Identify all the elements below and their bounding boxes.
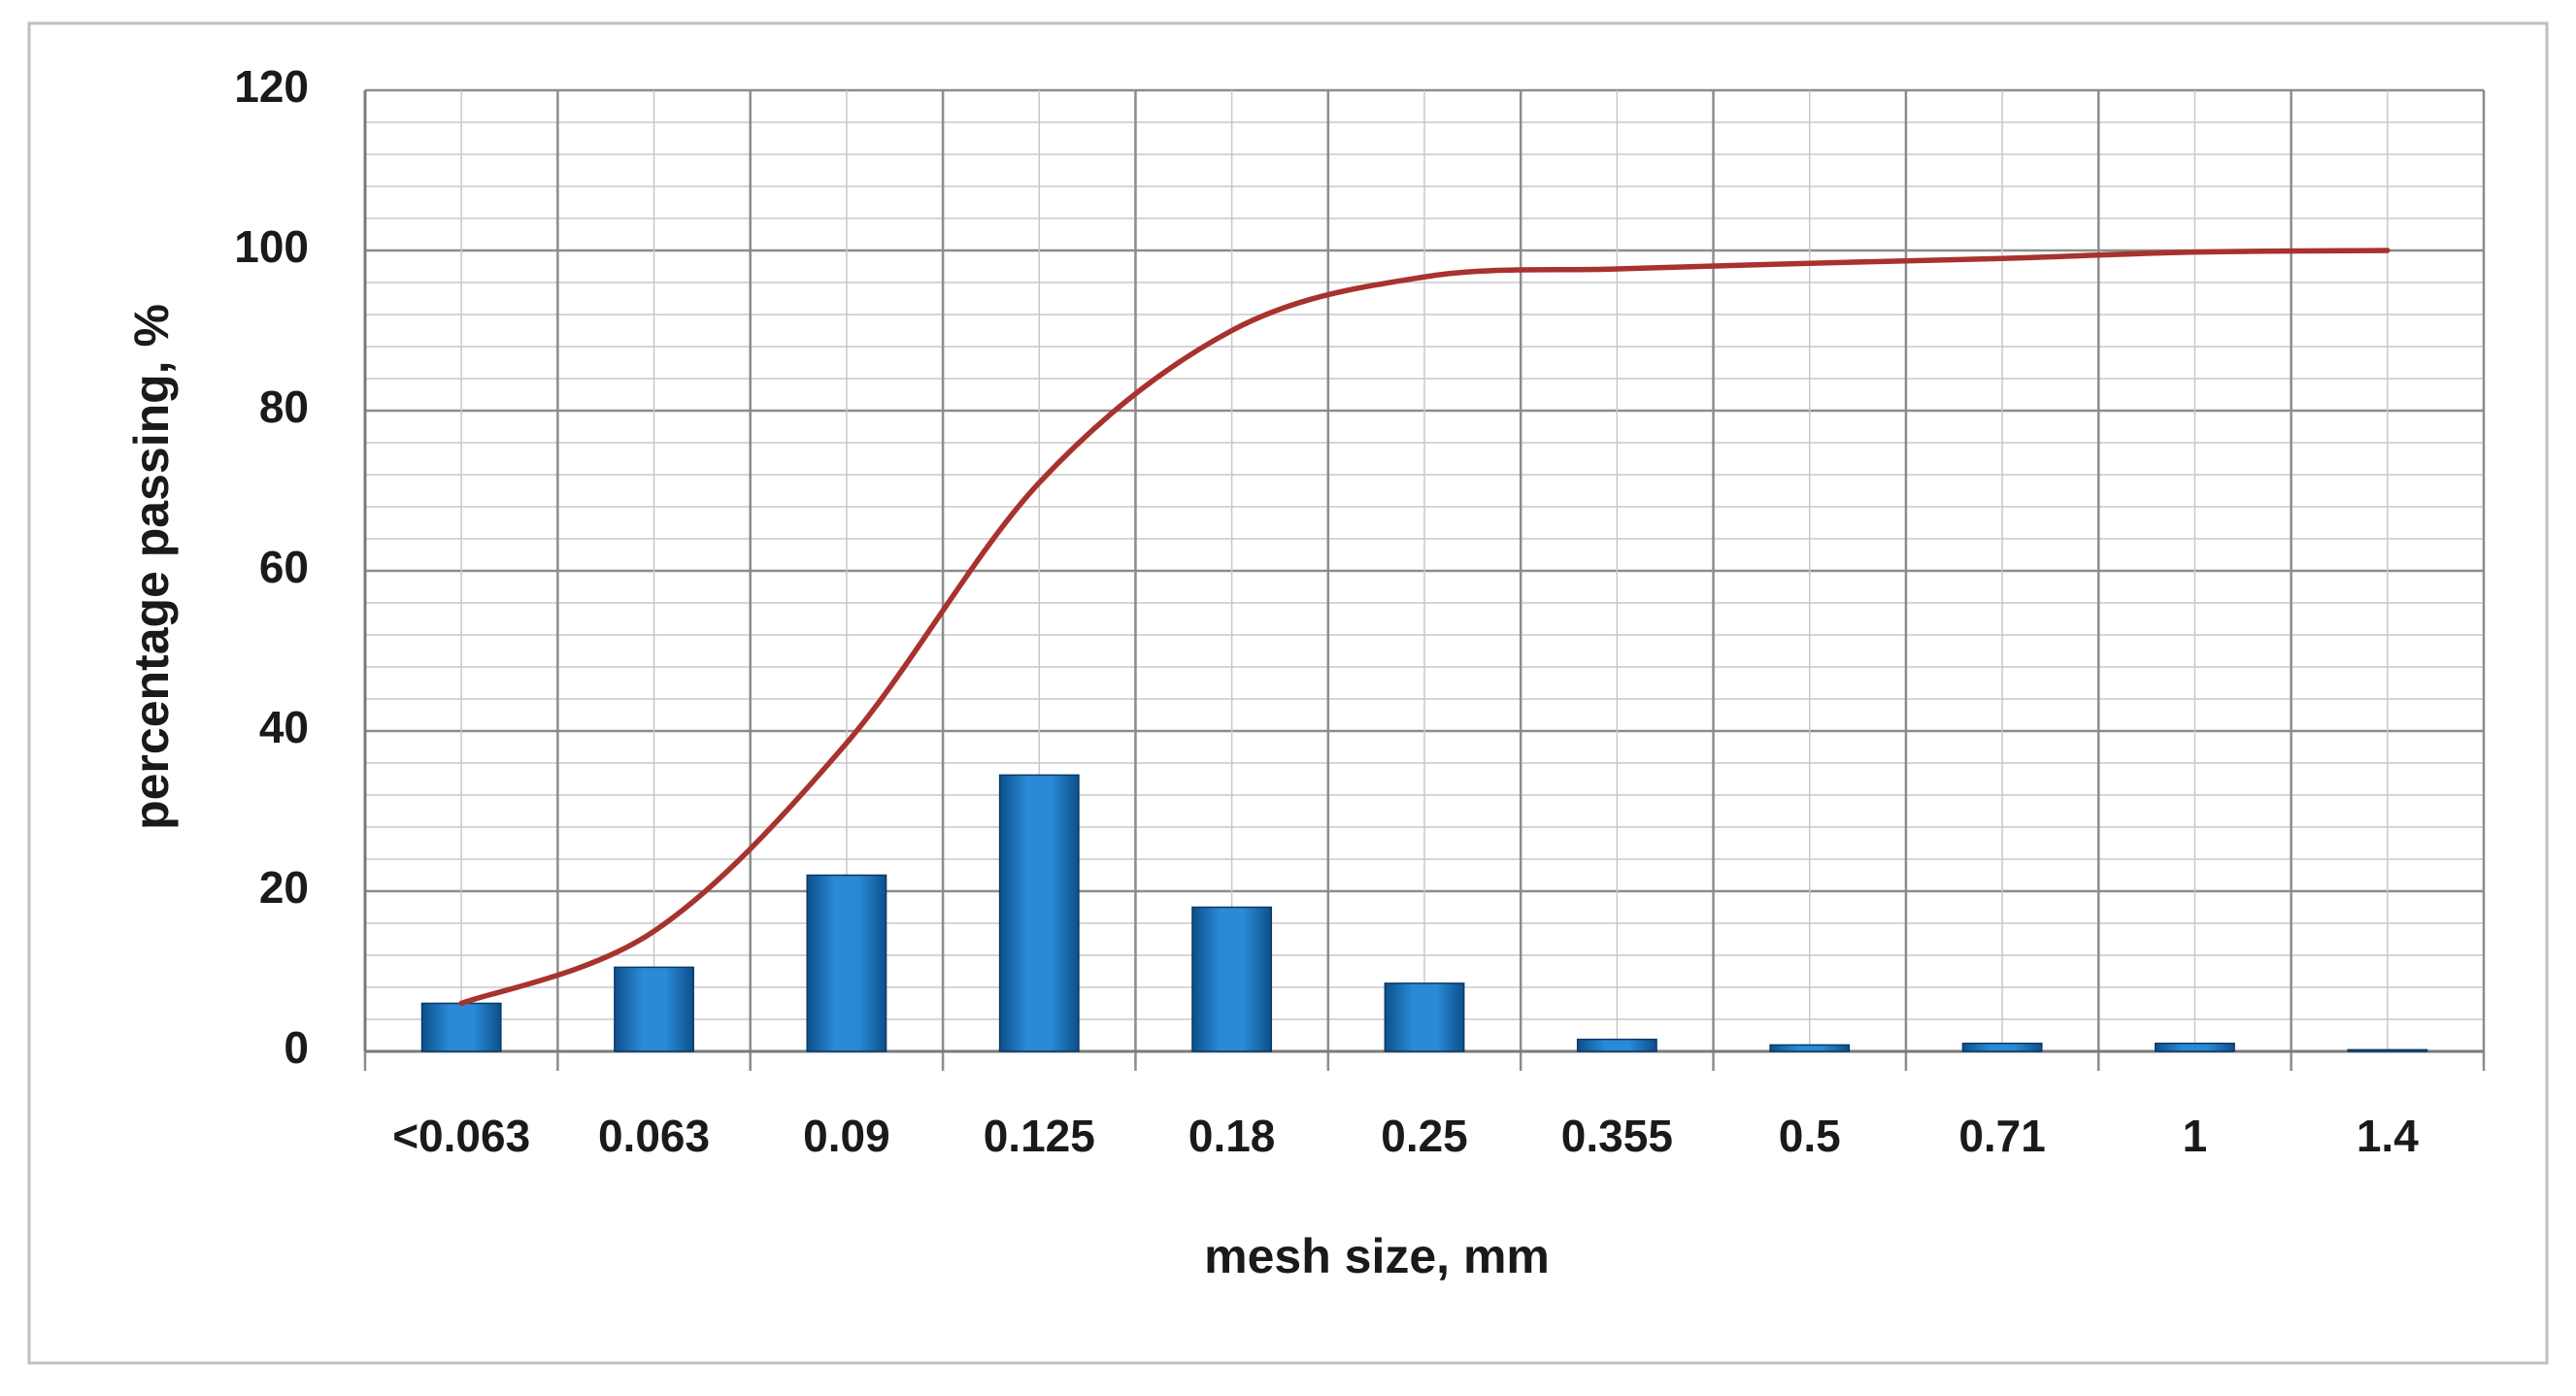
x-tick-label: 0.09 bbox=[803, 1111, 890, 1161]
y-tick-label: 80 bbox=[259, 382, 309, 432]
y-tick-label: 120 bbox=[234, 61, 309, 112]
bar bbox=[2347, 1048, 2428, 1052]
bar bbox=[1191, 906, 1273, 1052]
bar bbox=[1961, 1043, 2043, 1052]
x-tick-label: 0.25 bbox=[1381, 1111, 1468, 1161]
bar bbox=[1576, 1038, 1657, 1052]
y-tick-label: 0 bbox=[284, 1022, 309, 1073]
bar bbox=[420, 1002, 502, 1052]
x-axis-title: mesh size, mm bbox=[1204, 1229, 1550, 1283]
y-tick-label: 20 bbox=[259, 862, 309, 913]
x-tick-label: 1 bbox=[2183, 1111, 2208, 1161]
x-tick-label: 0.125 bbox=[984, 1111, 1095, 1161]
chart-frame bbox=[27, 21, 2549, 1365]
x-tick-label: 0.5 bbox=[1779, 1111, 1841, 1161]
x-tick-label: 0.063 bbox=[598, 1111, 710, 1161]
bar bbox=[1384, 982, 1465, 1052]
bar bbox=[2155, 1043, 2235, 1052]
y-axis-title: percentage passing, % bbox=[124, 304, 179, 830]
x-tick-label: 1.4 bbox=[2357, 1111, 2419, 1161]
bar bbox=[1769, 1044, 1851, 1052]
bar bbox=[614, 966, 694, 1052]
bar bbox=[806, 874, 887, 1052]
bar bbox=[998, 774, 1080, 1052]
x-tick-label: 0.71 bbox=[1958, 1111, 2046, 1161]
marks bbox=[420, 248, 2428, 1052]
x-tick-label: <0.063 bbox=[392, 1111, 530, 1161]
y-tick-label: 40 bbox=[259, 702, 309, 752]
line bbox=[458, 248, 2391, 1007]
y-tick-label: 60 bbox=[259, 542, 309, 592]
x-tick-label: 0.18 bbox=[1188, 1111, 1276, 1161]
y-tick-label: 100 bbox=[234, 221, 309, 272]
x-tick-label: 0.355 bbox=[1561, 1111, 1673, 1161]
